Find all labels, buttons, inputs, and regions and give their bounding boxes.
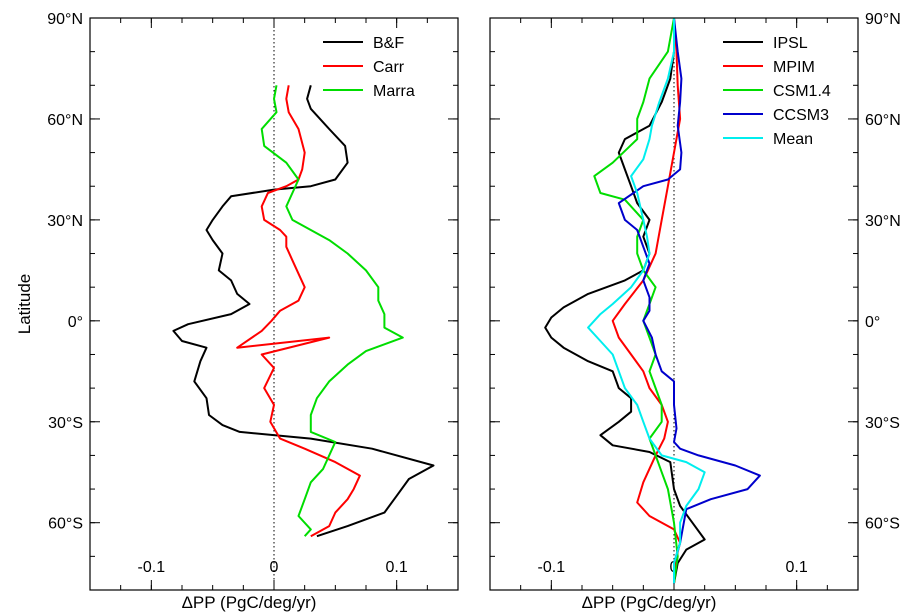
legend: IPSL MPIM CSM1.4 CCSM3 Mean: [723, 35, 831, 148]
legend: B&F Carr Marra: [323, 35, 415, 100]
series-group: [544, 17, 761, 584]
minor-ticks: [489, 17, 859, 590]
y-tick-label: 90°N: [865, 11, 901, 28]
y-tick-label: 60°S: [48, 516, 83, 533]
legend-label: CSM1.4: [773, 83, 831, 100]
y-tick-label: 30°N: [47, 213, 83, 230]
series-line-ccsm3: [617, 17, 761, 584]
series-line-marra: [260, 85, 404, 537]
y-tick-label: 90°N: [47, 11, 83, 28]
legend-label: Marra: [373, 83, 415, 100]
series-line-b-f: [172, 85, 435, 538]
series-group: [172, 85, 435, 538]
y-tick-label: 30°N: [865, 213, 901, 230]
left-panel: -0.1 0 0.1 90°N 60°N 30°N 0° 30°S 60°S B&F Carr Mar…: [15, 11, 459, 612]
y-tick-label: 60°N: [865, 112, 901, 129]
y-tick-label: 0°: [865, 314, 880, 331]
x-tick-label: -0.1: [138, 559, 166, 576]
legend-label: Carr: [373, 59, 405, 76]
series-line-mean: [587, 18, 706, 584]
legend-label: Mean: [773, 131, 813, 148]
x-tick-label: 0.1: [786, 559, 808, 576]
y-axis-label: Latitude: [15, 274, 34, 335]
legend-label: IPSL: [773, 35, 808, 52]
plot-frame: [89, 17, 459, 591]
y-tick-label: 30°S: [48, 415, 83, 432]
series-line-carr: [236, 85, 361, 538]
legend-label: B&F: [373, 35, 404, 52]
x-tick-label: 0: [270, 559, 279, 576]
y-tick-label: 60°N: [47, 112, 83, 129]
legend-label: MPIM: [773, 59, 815, 76]
right-panel: -0.1 0 0.190°N60°N30°N0°30°S60°SIPSLMPIMCS…: [489, 11, 901, 612]
y-tick-label: 0°: [68, 314, 83, 331]
y-tick-label: 60°S: [865, 516, 900, 533]
legend-label: CCSM3: [773, 107, 829, 124]
x-tick-label: -0.1: [538, 559, 566, 576]
x-axis-label: ΔPP (PgC/deg/yr): [182, 593, 317, 612]
x-tick-label: 0.1: [386, 559, 408, 576]
x-axis-label: ΔPP (PgC/deg/yr): [582, 593, 717, 612]
plot-frame: [489, 17, 859, 591]
series-line-csm1-4: [593, 17, 679, 584]
series-line-mpim: [611, 17, 682, 584]
y-tick-label: 30°S: [865, 415, 900, 432]
